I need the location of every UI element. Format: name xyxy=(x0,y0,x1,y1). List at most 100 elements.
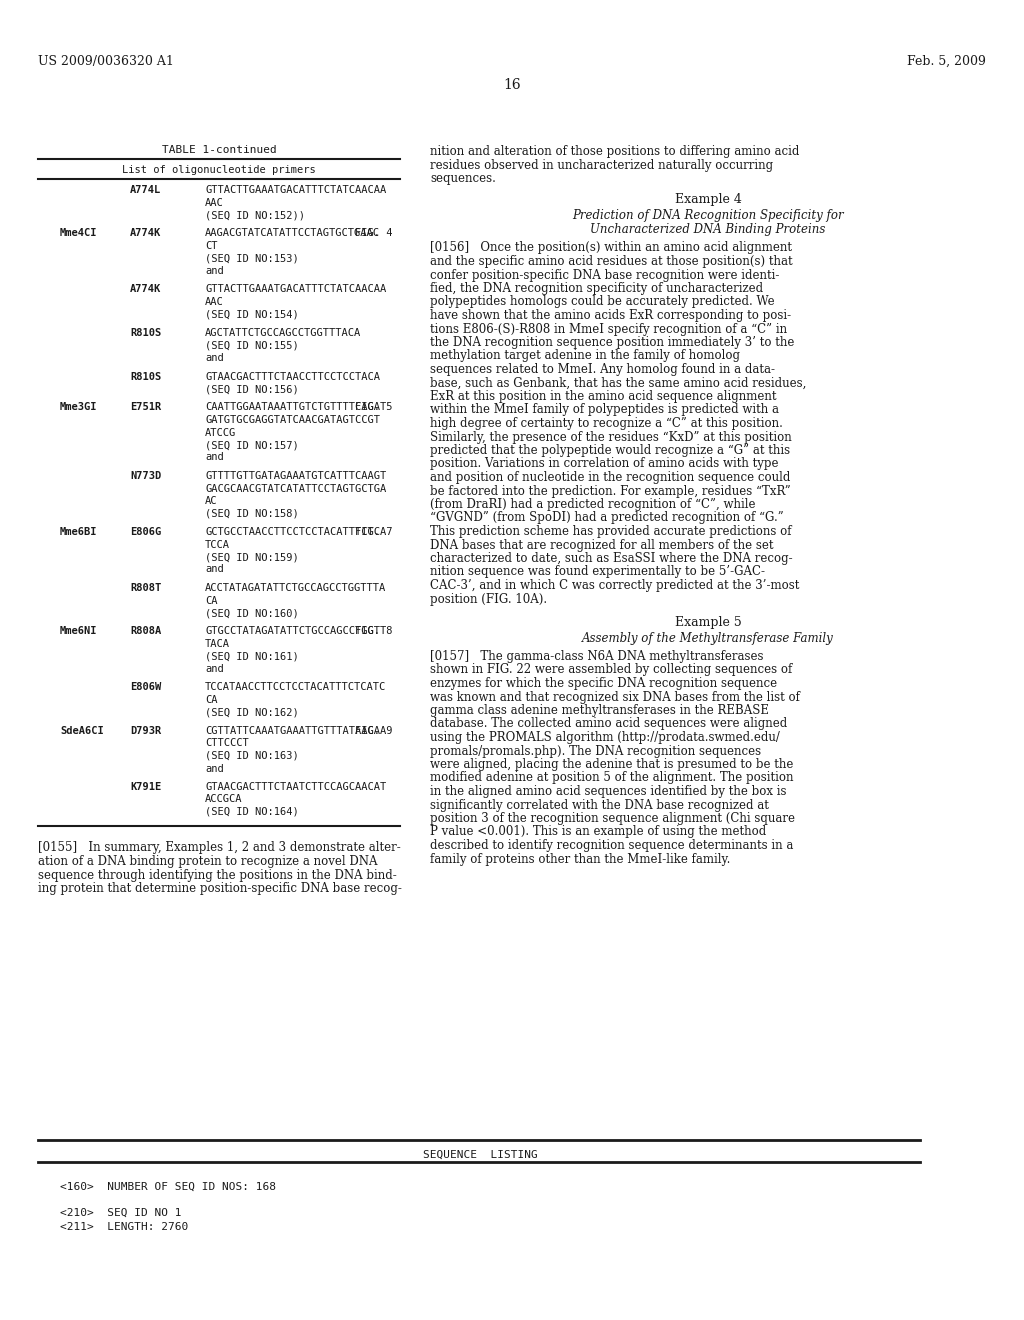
Text: [0157]   The gamma-class N6A DNA methyltransferases: [0157] The gamma-class N6A DNA methyltra… xyxy=(430,649,764,663)
Text: DNA bases that are recognized for all members of the set: DNA bases that are recognized for all me… xyxy=(430,539,773,552)
Text: GTAACGACTTTCTAATCTTCCAGCAACAT: GTAACGACTTTCTAATCTTCCAGCAACAT xyxy=(205,781,386,792)
Text: Assembly of the Methyltransferase Family: Assembly of the Methyltransferase Family xyxy=(582,632,834,645)
Text: A774K: A774K xyxy=(130,228,161,239)
Text: Example 5: Example 5 xyxy=(675,616,741,630)
Text: CGTTATTCAAATGAAATTGTTTATAACAA: CGTTATTCAAATGAAATTGTTTATAACAA xyxy=(205,726,386,737)
Text: (SEQ ID NO:159): (SEQ ID NO:159) xyxy=(205,552,299,562)
Text: D793R: D793R xyxy=(130,726,161,737)
Text: sequences.: sequences. xyxy=(430,172,496,185)
Text: SdeA6CI: SdeA6CI xyxy=(60,726,103,737)
Text: predicted that the polypeptide would recognize a “G” at this: predicted that the polypeptide would rec… xyxy=(430,444,791,457)
Text: <210>  SEQ ID NO 1: <210> SEQ ID NO 1 xyxy=(60,1208,181,1218)
Text: GTTTTGTTGATAGAAATGTCATTTCAAGT: GTTTTGTTGATAGAAATGTCATTTCAAGT xyxy=(205,471,386,480)
Text: TCCA: TCCA xyxy=(205,540,230,549)
Text: fied, the DNA recognition specificity of uncharacterized: fied, the DNA recognition specificity of… xyxy=(430,282,763,294)
Text: GTTACTTGAAATGACATTTCTATCAACAA: GTTACTTGAAATGACATTTCTATCAACAA xyxy=(205,185,386,195)
Text: position 3 of the recognition sequence alignment (Chi square: position 3 of the recognition sequence a… xyxy=(430,812,795,825)
Text: confer position-specific DNA base recognition were identi-: confer position-specific DNA base recogn… xyxy=(430,268,779,281)
Text: and: and xyxy=(205,453,224,462)
Text: enzymes for which the specific DNA recognition sequence: enzymes for which the specific DNA recog… xyxy=(430,677,777,690)
Text: significantly correlated with the DNA base recognized at: significantly correlated with the DNA ba… xyxy=(430,799,769,812)
Text: (SEQ ID NO:156): (SEQ ID NO:156) xyxy=(205,384,299,393)
Text: CA: CA xyxy=(205,595,217,606)
Text: Feb. 5, 2009: Feb. 5, 2009 xyxy=(907,55,986,69)
Text: Example 4: Example 4 xyxy=(675,194,741,206)
Text: GTGCCTATAGATATTCTGCCAGCCTGGTT: GTGCCTATAGATATTCTGCCAGCCTGGTT xyxy=(205,627,386,636)
Text: AAC: AAC xyxy=(205,297,224,308)
Text: shown in FIG. 22 were assembled by collecting sequences of: shown in FIG. 22 were assembled by colle… xyxy=(430,664,793,676)
Text: (from DraRI) had a predicted recognition of “C”, while: (from DraRI) had a predicted recognition… xyxy=(430,498,756,511)
Text: US 2009/0036320 A1: US 2009/0036320 A1 xyxy=(38,55,174,69)
Text: sequences related to MmeI. Any homolog found in a data-: sequences related to MmeI. Any homolog f… xyxy=(430,363,775,376)
Text: nition sequence was found experimentally to be 5’-GAC-: nition sequence was found experimentally… xyxy=(430,565,765,578)
Text: SEQUENCE  LISTING: SEQUENCE LISTING xyxy=(423,1150,538,1160)
Text: R810S: R810S xyxy=(130,371,161,381)
Text: CAC-3’, and in which C was correctly predicted at the 3’-most: CAC-3’, and in which C was correctly pre… xyxy=(430,579,800,591)
Text: K791E: K791E xyxy=(130,781,161,792)
Text: within the MmeI family of polypeptides is predicted with a: within the MmeI family of polypeptides i… xyxy=(430,404,779,417)
Text: the DNA recognition sequence position immediately 3’ to the: the DNA recognition sequence position im… xyxy=(430,337,795,348)
Text: characterized to date, such as EsaSSI where the DNA recog-: characterized to date, such as EsaSSI wh… xyxy=(430,552,793,565)
Text: 16: 16 xyxy=(503,78,521,92)
Text: Mme6NI: Mme6NI xyxy=(60,627,97,636)
Text: (SEQ ID NO:153): (SEQ ID NO:153) xyxy=(205,253,299,264)
Text: (SEQ ID NO:164): (SEQ ID NO:164) xyxy=(205,807,299,817)
Text: (SEQ ID NO:152)): (SEQ ID NO:152)) xyxy=(205,210,305,220)
Text: polypeptides homologs could be accurately predicted. We: polypeptides homologs could be accuratel… xyxy=(430,296,774,309)
Text: N773D: N773D xyxy=(130,471,161,480)
Text: CTTCCCT: CTTCCCT xyxy=(205,738,249,748)
Text: FIG. 7: FIG. 7 xyxy=(355,527,392,537)
Text: E806G: E806G xyxy=(130,527,161,537)
Text: Mme3GI: Mme3GI xyxy=(60,403,97,412)
Text: Similarly, the presence of the residues “KxD” at this position: Similarly, the presence of the residues … xyxy=(430,430,792,444)
Text: FIG. 5: FIG. 5 xyxy=(355,403,392,412)
Text: ation of a DNA binding protein to recognize a novel DNA: ation of a DNA binding protein to recogn… xyxy=(38,855,378,869)
Text: (SEQ ID NO:160): (SEQ ID NO:160) xyxy=(205,609,299,618)
Text: and position of nucleotide in the recognition sequence could: and position of nucleotide in the recogn… xyxy=(430,471,791,484)
Text: and the specific amino acid residues at those position(s) that: and the specific amino acid residues at … xyxy=(430,255,793,268)
Text: ATCCG: ATCCG xyxy=(205,428,237,437)
Text: in the aligned amino acid sequences identified by the box is: in the aligned amino acid sequences iden… xyxy=(430,785,786,799)
Text: was known and that recognized six DNA bases from the list of: was known and that recognized six DNA ba… xyxy=(430,690,800,704)
Text: E751R: E751R xyxy=(130,403,161,412)
Text: (SEQ ID NO:158): (SEQ ID NO:158) xyxy=(205,508,299,519)
Text: gamma class adenine methyltransferases in the REBASE: gamma class adenine methyltransferases i… xyxy=(430,704,769,717)
Text: E806W: E806W xyxy=(130,682,161,693)
Text: [0156]   Once the position(s) within an amino acid alignment: [0156] Once the position(s) within an am… xyxy=(430,242,792,255)
Text: modified adenine at position 5 of the alignment. The position: modified adenine at position 5 of the al… xyxy=(430,771,794,784)
Text: A774L: A774L xyxy=(130,185,161,195)
Text: AGCTATTCTGCCAGCCTGGTTTACA: AGCTATTCTGCCAGCCTGGTTTACA xyxy=(205,327,361,338)
Text: TABLE 1-continued: TABLE 1-continued xyxy=(162,145,276,154)
Text: [0155]   In summary, Examples 1, 2 and 3 demonstrate alter-: [0155] In summary, Examples 1, 2 and 3 d… xyxy=(38,842,400,854)
Text: and: and xyxy=(205,267,224,276)
Text: <160>  NUMBER OF SEQ ID NOS: 168: <160> NUMBER OF SEQ ID NOS: 168 xyxy=(60,1181,276,1192)
Text: GTTACTTGAAATGACATTTCTATCAACAA: GTTACTTGAAATGACATTTCTATCAACAA xyxy=(205,285,386,294)
Text: be factored into the prediction. For example, residues “TxR”: be factored into the prediction. For exa… xyxy=(430,484,791,498)
Text: family of proteins other than the MmeI-like family.: family of proteins other than the MmeI-l… xyxy=(430,853,730,866)
Text: R808A: R808A xyxy=(130,627,161,636)
Text: R808T: R808T xyxy=(130,583,161,593)
Text: AAC: AAC xyxy=(205,198,224,207)
Text: ExR at this position in the amino acid sequence alignment: ExR at this position in the amino acid s… xyxy=(430,389,776,403)
Text: (SEQ ID NO:162): (SEQ ID NO:162) xyxy=(205,708,299,718)
Text: Mme4CI: Mme4CI xyxy=(60,228,97,239)
Text: (SEQ ID NO:163): (SEQ ID NO:163) xyxy=(205,751,299,762)
Text: AC: AC xyxy=(205,496,217,506)
Text: AAGACGTATCATATTCCTAGTGCTGAAC: AAGACGTATCATATTCCTAGTGCTGAAC xyxy=(205,228,380,239)
Text: and: and xyxy=(205,664,224,675)
Text: base, such as Genbank, that has the same amino acid residues,: base, such as Genbank, that has the same… xyxy=(430,376,806,389)
Text: GACGCAACGTATCATATTCCTAGTGCTGA: GACGCAACGTATCATATTCCTAGTGCTGA xyxy=(205,483,386,494)
Text: methylation target adenine in the family of homolog: methylation target adenine in the family… xyxy=(430,350,740,363)
Text: (SEQ ID NO:155): (SEQ ID NO:155) xyxy=(205,341,299,351)
Text: ACCGCA: ACCGCA xyxy=(205,795,243,804)
Text: A774K: A774K xyxy=(130,285,161,294)
Text: FIG. 4: FIG. 4 xyxy=(355,228,392,239)
Text: and: and xyxy=(205,565,224,574)
Text: P value <0.001). This is an example of using the method: P value <0.001). This is an example of u… xyxy=(430,825,766,838)
Text: CT: CT xyxy=(205,242,217,251)
Text: promals/promals.php). The DNA recognition sequences: promals/promals.php). The DNA recognitio… xyxy=(430,744,761,758)
Text: database. The collected amino acid sequences were aligned: database. The collected amino acid seque… xyxy=(430,718,787,730)
Text: high degree of certainty to recognize a “C” at this position.: high degree of certainty to recognize a … xyxy=(430,417,783,430)
Text: position. Variations in correlation of amino acids with type: position. Variations in correlation of a… xyxy=(430,458,778,470)
Text: sequence through identifying the positions in the DNA bind-: sequence through identifying the positio… xyxy=(38,869,396,882)
